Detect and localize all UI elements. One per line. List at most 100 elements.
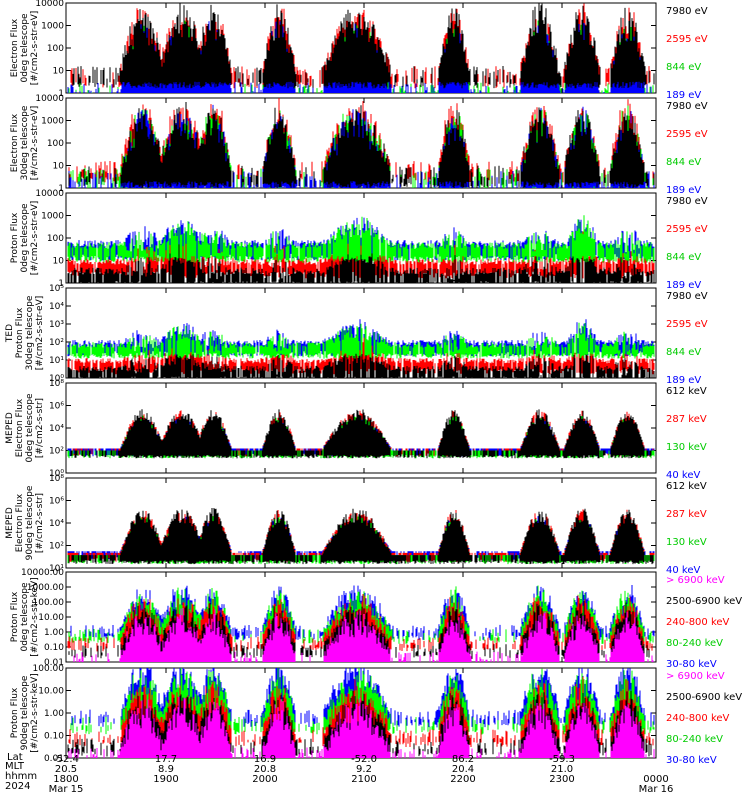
lat-label: 16.9 <box>254 754 276 765</box>
y-tick-label: 100 <box>47 44 64 54</box>
y-tick-label: 10000 <box>35 94 64 104</box>
y-tick-label: 10 <box>53 67 65 77</box>
legend-entry: 130 keV <box>666 442 707 453</box>
panel: 10⁰ 10¹ 10² 10³ 10⁴ 10⁵ TED Proton Flux 30deg te… <box>5 284 708 386</box>
y-tick-label: 100 <box>47 139 64 149</box>
mlt-label: 20.5 <box>55 764 77 775</box>
y-tick-label: 10⁶ <box>49 497 64 507</box>
series-line <box>68 696 655 758</box>
axis-label-y: [#/cm2-s-str-eV] <box>30 11 40 86</box>
y-tick-label: 10⁰ <box>49 469 64 479</box>
series-line <box>67 344 655 378</box>
y-tick-label: 10¹ <box>49 564 64 574</box>
legend-entry: 7980 eV <box>666 101 708 112</box>
y-tick-label: 10000 <box>35 189 64 199</box>
mlt-label: 9.2 <box>356 764 372 775</box>
y-tick-label: 1.00 <box>44 628 64 638</box>
axis-label-y: [#/cm2-s-str-eV] <box>30 106 40 181</box>
y-tick-label: 1000 <box>41 117 64 127</box>
legend-entry: 844 eV <box>666 157 701 168</box>
lat-label: -52.0 <box>351 754 377 765</box>
y-tick-label: 10000 <box>35 0 64 9</box>
y-tick-label: 10.00 <box>38 613 64 623</box>
y-tick-label: 100.00 <box>33 664 65 674</box>
y-tick-label: 10⁴ <box>49 302 64 312</box>
axis-label-y: 30deg telescope <box>25 295 35 370</box>
series-line <box>70 409 652 459</box>
axis-label-y: TED <box>5 324 15 343</box>
legend-entry: 844 eV <box>666 347 701 358</box>
y-tick-label: 10² <box>49 542 64 552</box>
panel: 0.01 0.10 1.00 10.00 100.00 1000.00 10000.00 Pr… <box>10 568 742 670</box>
lat-label: 17.7 <box>155 754 177 765</box>
legend-entry: 240-800 keV <box>666 617 730 628</box>
series-line <box>67 242 655 283</box>
legend-entry: 2595 eV <box>666 319 708 330</box>
axis-label-y: Proton Flux <box>15 307 25 358</box>
legend-entry: 2595 eV <box>666 224 708 235</box>
axis-label-y: Proton Flux <box>10 687 20 738</box>
axis-label-y: [#/cm2-s-str] <box>35 493 45 553</box>
axis-row-label-mlt: MLT <box>5 761 25 772</box>
y-tick-label: 10⁰ <box>49 374 64 384</box>
legend-entry: 7980 eV <box>666 196 708 207</box>
y-tick-label: 10⁵ <box>49 284 64 294</box>
axis-label-y: 0deg telescope <box>20 582 30 652</box>
y-tick-label: 100 <box>47 234 64 244</box>
y-tick-label: 10² <box>49 447 64 457</box>
panel: 0.01 0.10 1.00 10.00 100.00 Proton Flux 90deg … <box>10 664 742 766</box>
y-tick-label: 10⁸ <box>49 474 64 484</box>
hhmm-label: 0000 <box>643 774 668 785</box>
y-tick-label: 1.00 <box>44 709 64 719</box>
legend-entry: 287 keV <box>666 414 707 425</box>
axis-label-y: 30deg telescope <box>20 105 30 180</box>
legend-entry: 2595 eV <box>666 129 708 140</box>
mlt-label: 20.8 <box>254 764 276 775</box>
hhmm-label: 1800 <box>53 774 78 785</box>
y-tick-label: 0.01 <box>44 754 64 764</box>
mlt-label: 21.0 <box>551 764 573 775</box>
axis-label-y: [#/cm2-s-str-eV] <box>30 201 40 276</box>
date-label: Mar 15 <box>49 784 84 795</box>
y-tick-label: 1000.00 <box>27 583 64 593</box>
y-tick-label: 1000 <box>41 22 64 32</box>
legend-entry: 30-80 keV <box>666 659 717 670</box>
axis-row-label-lat: Lat <box>7 752 23 763</box>
y-tick-label: 10 <box>53 162 65 172</box>
axis-label-y: MEPED <box>5 412 15 444</box>
lat-label: 86.2 <box>452 754 474 765</box>
series-line <box>73 608 654 662</box>
y-tick-label: 10000.00 <box>21 568 64 578</box>
legend-entry: 844 eV <box>666 252 701 263</box>
axis-label-y: 0deg telescope <box>20 203 30 273</box>
hhmm-label: 2200 <box>450 774 475 785</box>
y-tick-label: 0.10 <box>44 732 64 742</box>
legend-entry: 189 eV <box>666 90 701 101</box>
lat-label: -52.4 <box>53 754 79 765</box>
y-tick-label: 10⁴ <box>49 519 64 529</box>
legend-entry: 2500-6900 keV <box>666 596 742 607</box>
y-tick-label: 10³ <box>49 320 64 330</box>
legend-entry: > 6900 keV <box>666 671 725 682</box>
legend-entry: 287 keV <box>666 509 707 520</box>
date-label: Mar 16 <box>639 784 674 795</box>
axis-label-y: Proton Flux <box>10 591 20 642</box>
y-tick-label: 10⁴ <box>49 424 64 434</box>
series-line <box>67 215 655 263</box>
legend-entry: 612 keV <box>666 481 707 492</box>
axis-label-y: 90deg telescope <box>25 485 35 560</box>
y-tick-label: 0.10 <box>44 643 64 653</box>
hhmm-label: 2100 <box>351 774 376 785</box>
y-tick-label: 10¹ <box>49 356 64 366</box>
legend-entry: > 6900 keV <box>666 575 725 586</box>
mlt-label: 8.9 <box>158 764 174 775</box>
legend-entry: 2595 eV <box>666 34 708 45</box>
series-line <box>67 322 655 359</box>
series-line <box>68 508 654 565</box>
y-tick-label: 1000 <box>41 212 64 222</box>
y-tick-label: 10 <box>53 257 65 267</box>
axis-label-y: [#/cm2-s-str-eV] <box>35 296 45 371</box>
axis-label-y: Electron Flux <box>10 18 20 77</box>
